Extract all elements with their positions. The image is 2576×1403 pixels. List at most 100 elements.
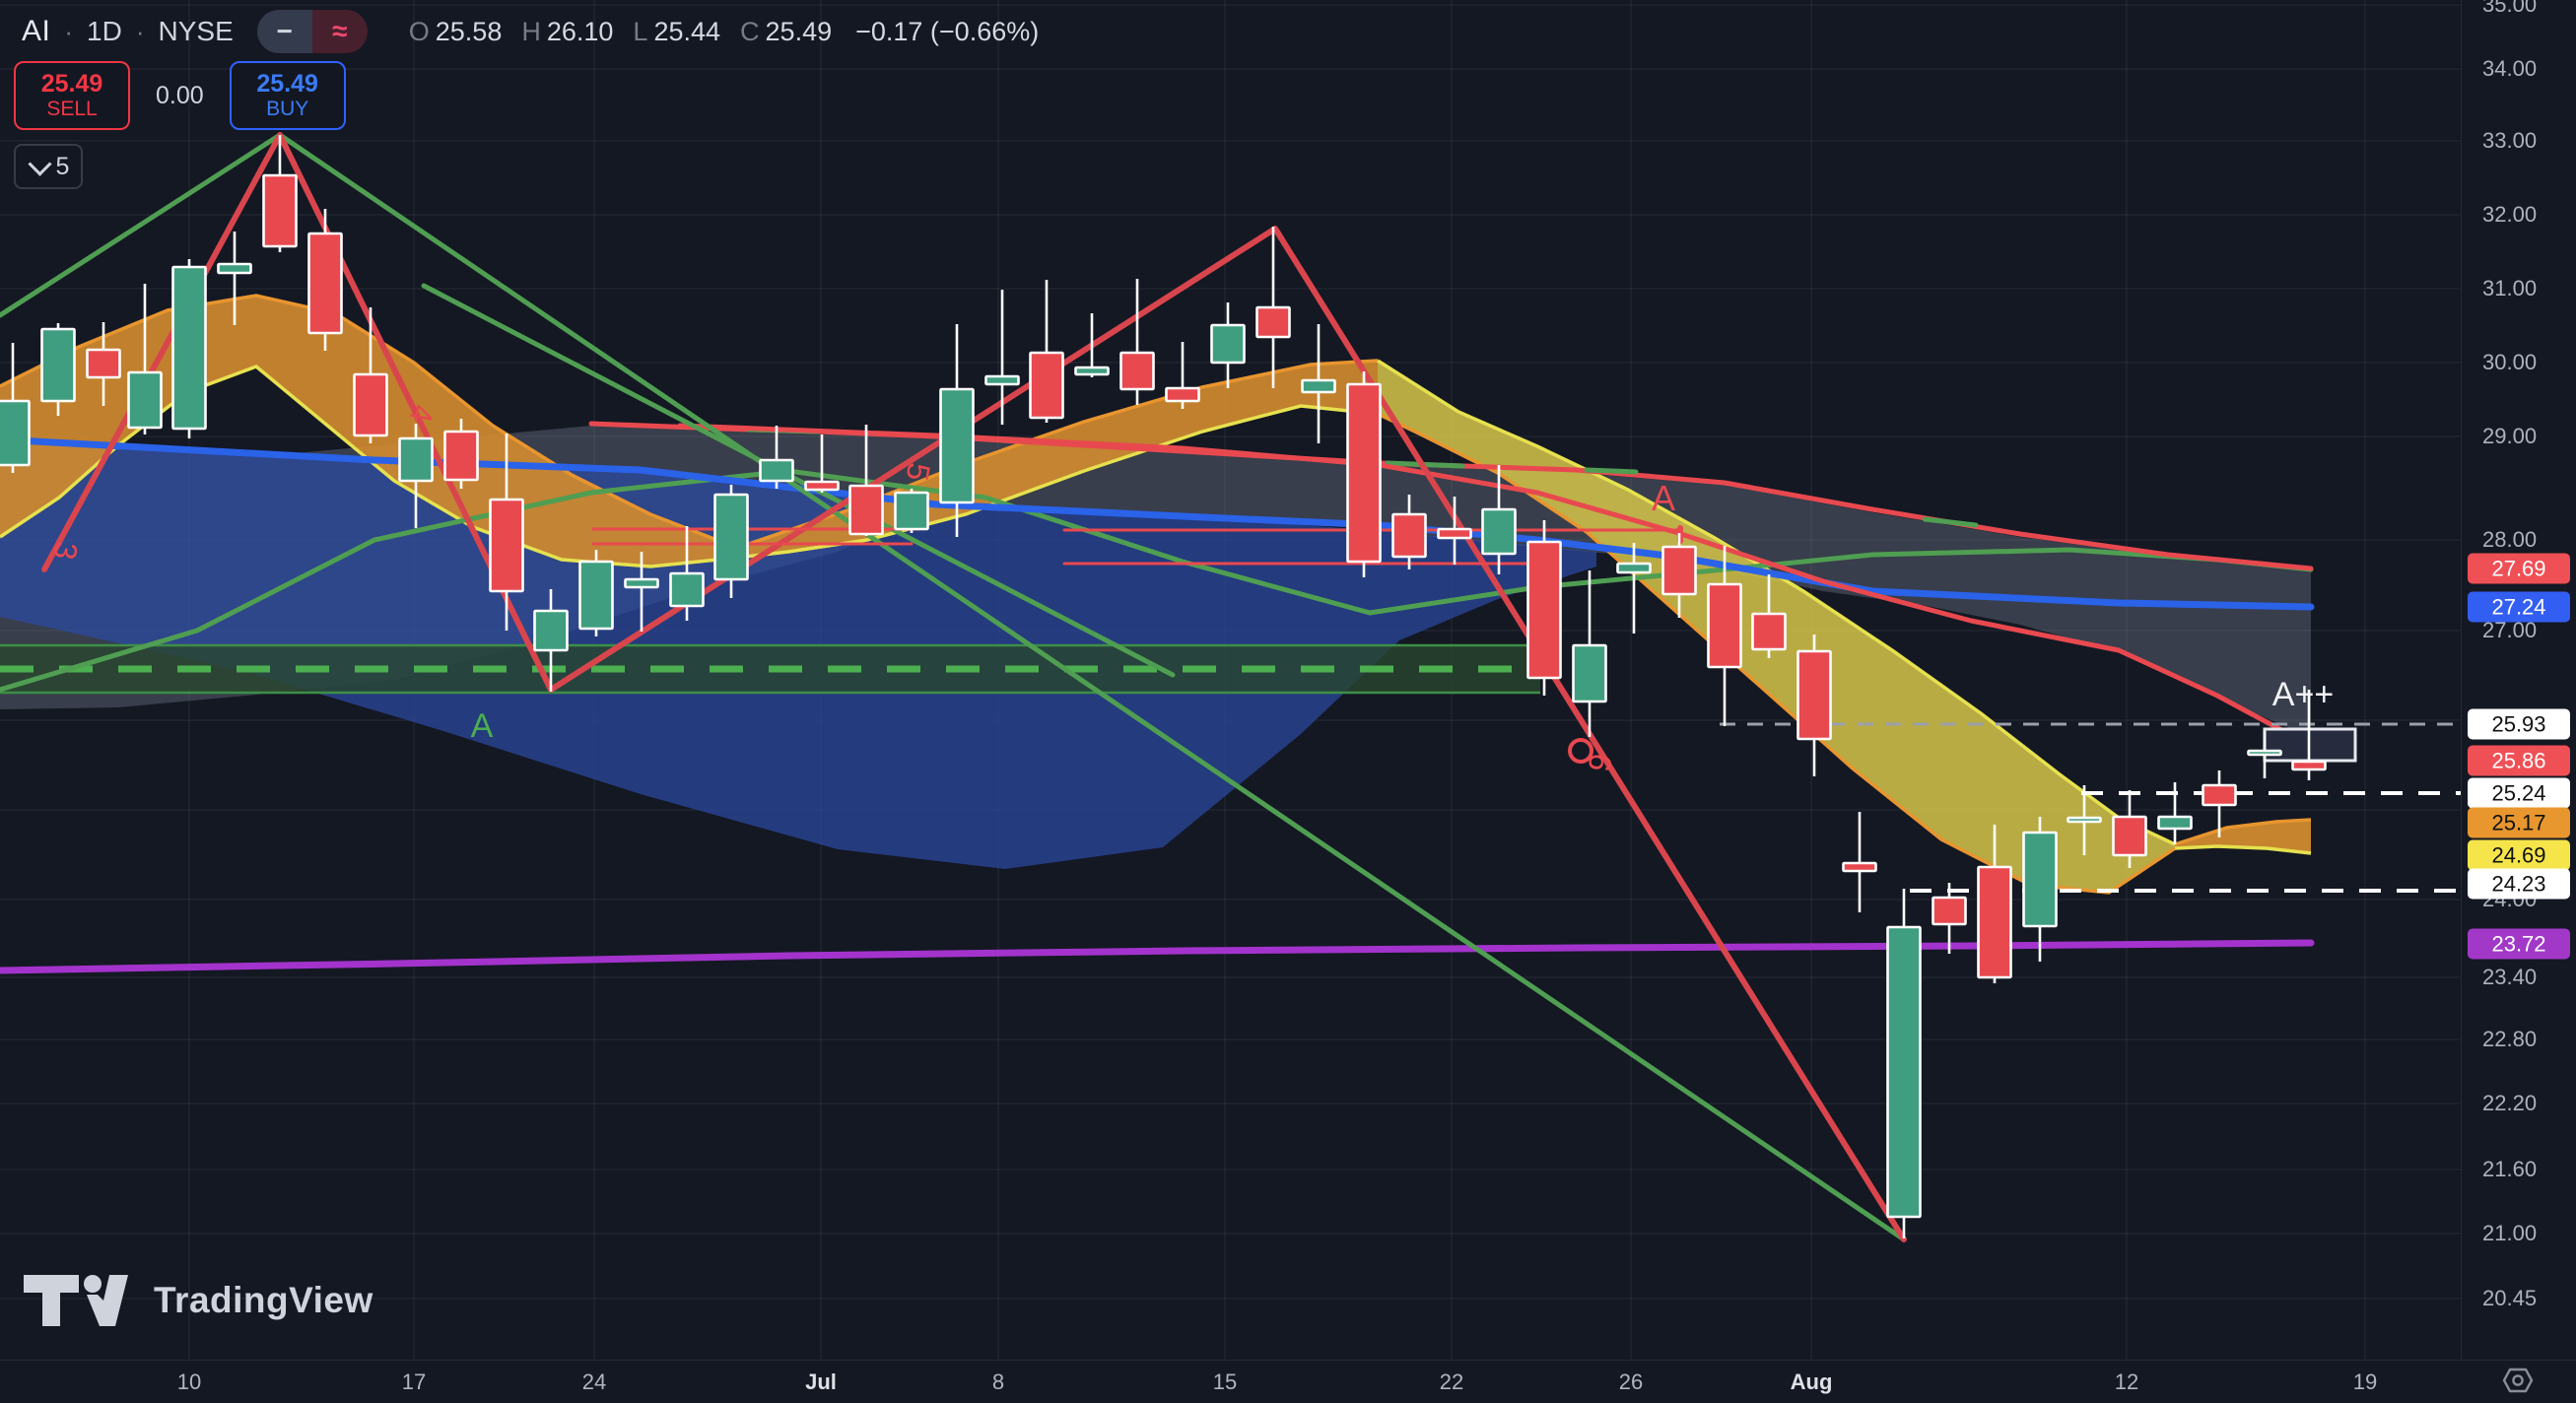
- red-fast-ma: [677, 423, 2314, 749]
- low-value: 25.44: [653, 16, 721, 46]
- candle-body: [2067, 816, 2102, 824]
- red-slow-ma-green-seg: [1922, 516, 1979, 528]
- time-axis[interactable]: 10 17 24 Jul 8 15 22 26 Aug 12 19: [0, 1360, 2576, 1403]
- price-flag-label: 27.24: [2468, 591, 2570, 623]
- close-label: C: [740, 16, 760, 46]
- price-tick-label: 20.45: [2482, 1286, 2538, 1310]
- buy-button[interactable]: 25.49 BUY: [229, 61, 346, 130]
- exchange-label: NYSE: [158, 16, 234, 46]
- annotation-6: 6: [1582, 751, 1620, 774]
- trade-panel: 25.49 SELL 0.00 25.49 BUY: [14, 61, 346, 130]
- price-tick-label: 35.00: [2482, 0, 2538, 17]
- timeframe-label[interactable]: 1D: [87, 16, 122, 46]
- candle-body: [1437, 527, 1472, 540]
- candle-body: [984, 374, 1020, 386]
- candle-body: [804, 480, 840, 492]
- candle-body: [2022, 831, 2058, 928]
- purple-ma: [0, 939, 2315, 974]
- price-tick-label: 34.00: [2482, 56, 2538, 81]
- annotation-3: 3: [47, 539, 86, 563]
- price-axis[interactable]: 35.00 34.00 33.00 32.00 31.00 30.00 29.00 28.00…: [2461, 0, 2576, 1360]
- time-tick-label: 17: [401, 1370, 427, 1394]
- time-tick-label: 12: [2114, 1370, 2139, 1394]
- candle-body: [533, 609, 569, 652]
- candle-body: [1572, 643, 1607, 703]
- buy-price: 25.49: [256, 69, 318, 98]
- price-tick-label: 22.80: [2482, 1027, 2538, 1051]
- candle-body: [713, 493, 749, 581]
- sell-button[interactable]: 25.49 SELL: [14, 61, 130, 130]
- candle-body: [1707, 582, 1742, 669]
- candle-body: [171, 265, 207, 431]
- price-tick-label: 31.00: [2482, 276, 2538, 301]
- pattern-count-chip[interactable]: 5: [14, 144, 83, 189]
- time-tick-label: Aug: [1790, 1370, 1833, 1394]
- candle-body: [1616, 562, 1652, 574]
- symbol-header: AI · 1D · NYSE − ≈ O 25.58 H 26.10 L 25.…: [22, 10, 1039, 53]
- cloud-right-orange-top-edge: [2174, 818, 2312, 846]
- settings-gear-icon[interactable]: [2501, 1364, 2535, 1402]
- time-tick-label: 26: [1618, 1370, 1644, 1394]
- price-flag-label: 25.24: [2468, 777, 2570, 809]
- candle-body: [353, 372, 388, 437]
- high-label: H: [521, 16, 541, 46]
- low-label: L: [633, 16, 648, 46]
- price-tick-label: 30.00: [2482, 350, 2538, 374]
- cloud-right-yellow-top-edge: [1377, 359, 2176, 846]
- annotation-A: A: [471, 707, 494, 745]
- candle-body: [1796, 649, 1832, 741]
- sell-label: SELL: [46, 98, 98, 121]
- green-trendline-minor: [421, 283, 1176, 678]
- candle-body: [848, 484, 884, 536]
- indicator-toggle-pills: − ≈: [256, 10, 368, 53]
- approx-toggle-icon[interactable]: ≈: [311, 10, 368, 53]
- time-tick-label: 10: [176, 1370, 202, 1394]
- candle-body: [1886, 925, 1922, 1219]
- candle-body: [40, 327, 76, 403]
- candle-body: [1029, 351, 1064, 420]
- price-flag-label: 25.86: [2468, 745, 2570, 776]
- symbol-name[interactable]: AI: [22, 15, 51, 47]
- price-tick-label: 32.00: [2482, 202, 2538, 227]
- price-flag-label: 27.69: [2468, 553, 2570, 584]
- cloud-left-top-edge: [0, 294, 738, 550]
- tradingview-logo-text: TradingView: [154, 1280, 373, 1320]
- candle-body: [2202, 783, 2237, 807]
- price-flag-label: 24.69: [2468, 839, 2570, 871]
- price-tick-label: 21.00: [2482, 1221, 2538, 1245]
- cloud-mid-top-edge: [736, 359, 1379, 550]
- buy-label: BUY: [266, 98, 309, 121]
- annotation-A++: A++: [2272, 676, 2334, 713]
- candle-body: [578, 560, 614, 631]
- annotation-A: A: [1652, 478, 1675, 518]
- candle-body: [398, 436, 434, 483]
- price-tick-label: 33.00: [2482, 128, 2538, 153]
- tradingview-logo-icon: [24, 1275, 128, 1326]
- price-flag-label: 25.93: [2468, 708, 2570, 740]
- candle-body: [127, 370, 163, 430]
- candle-body: [1210, 323, 1246, 365]
- chevron-down-icon: [28, 152, 52, 176]
- separator-dot: ·: [64, 16, 74, 46]
- price-tick-label: 29.00: [2482, 424, 2538, 448]
- cloud-right-orange: [2175, 820, 2311, 853]
- candle-body: [624, 577, 659, 589]
- price-tick-label: 21.60: [2482, 1157, 2538, 1181]
- candle-body: [1481, 507, 1517, 556]
- candle-body: [1301, 378, 1336, 394]
- candle-body: [489, 498, 524, 593]
- candle-body: [2247, 749, 2282, 757]
- spread-value: 0.00: [156, 81, 204, 109]
- candle-body: [0, 399, 31, 467]
- candle-body: [939, 387, 975, 504]
- open-value: 25.58: [435, 16, 503, 46]
- candle-body: [894, 491, 929, 531]
- ohlc-readout: O 25.58 H 26.10 L 25.44 C 25.49 −0.17 (−…: [409, 17, 1040, 47]
- candle-body: [443, 430, 479, 482]
- tradingview-logo[interactable]: TradingView: [22, 1273, 373, 1328]
- minus-toggle-icon[interactable]: −: [256, 10, 312, 53]
- price-flag-label: 24.23: [2468, 868, 2570, 900]
- sell-price: 25.49: [40, 69, 103, 98]
